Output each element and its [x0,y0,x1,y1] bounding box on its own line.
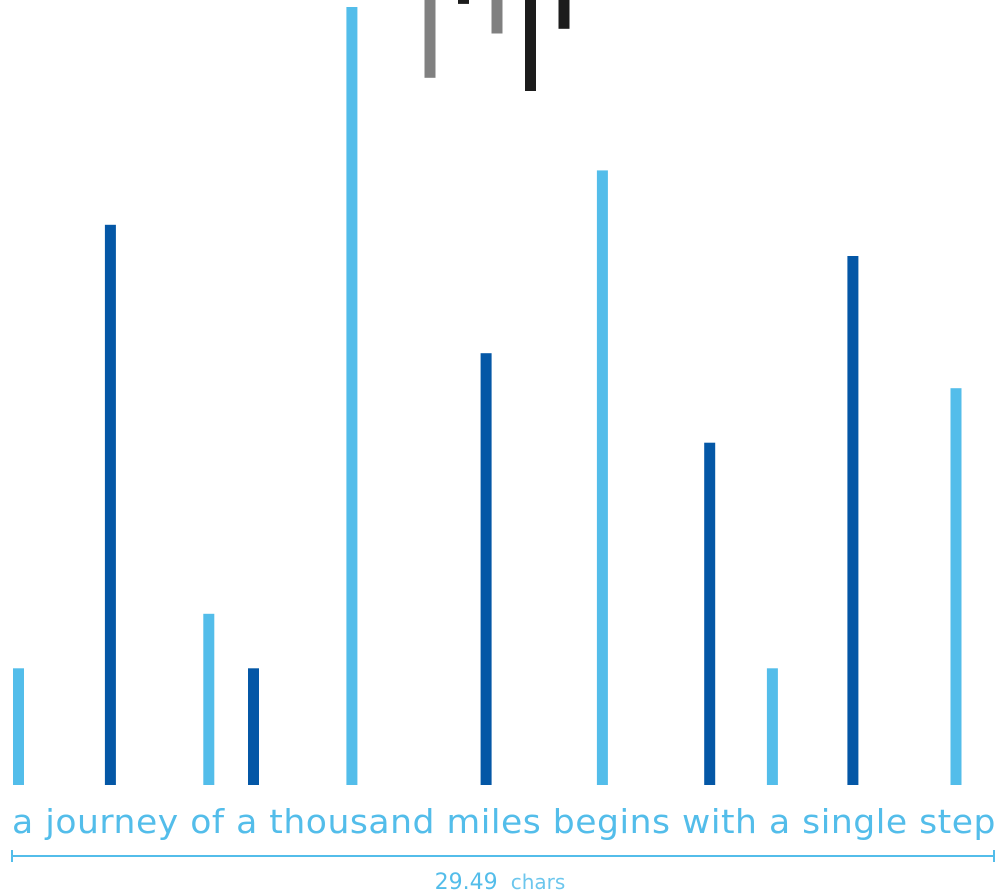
word-bars [13,7,962,786]
bar-a-0 [13,668,24,785]
bar-step-10 [950,388,962,785]
measure-unit: chars [511,870,566,894]
top-bar-1 [458,0,469,4]
bar-a-3 [248,668,259,785]
top-bar-4 [558,0,570,29]
top-bar-3 [525,0,536,91]
bar-miles-5 [480,353,492,785]
bar-of-2 [203,613,215,785]
top-bar-2 [491,0,503,34]
top-bars [424,0,570,91]
top-bar-0 [424,0,436,78]
bar-with-7 [704,442,716,785]
bar-thousand-4 [346,7,358,785]
measure-label: 29.49 chars [435,870,566,895]
measure-value: 29.49 [435,870,498,895]
bar-begins-6 [596,170,608,785]
measure-bracket [11,850,995,862]
bar-single-9 [847,256,859,785]
bar-a-8 [766,668,778,785]
phrase-label: a journey of a thousand miles begins wit… [12,802,996,841]
bar-journey-1 [104,224,116,786]
